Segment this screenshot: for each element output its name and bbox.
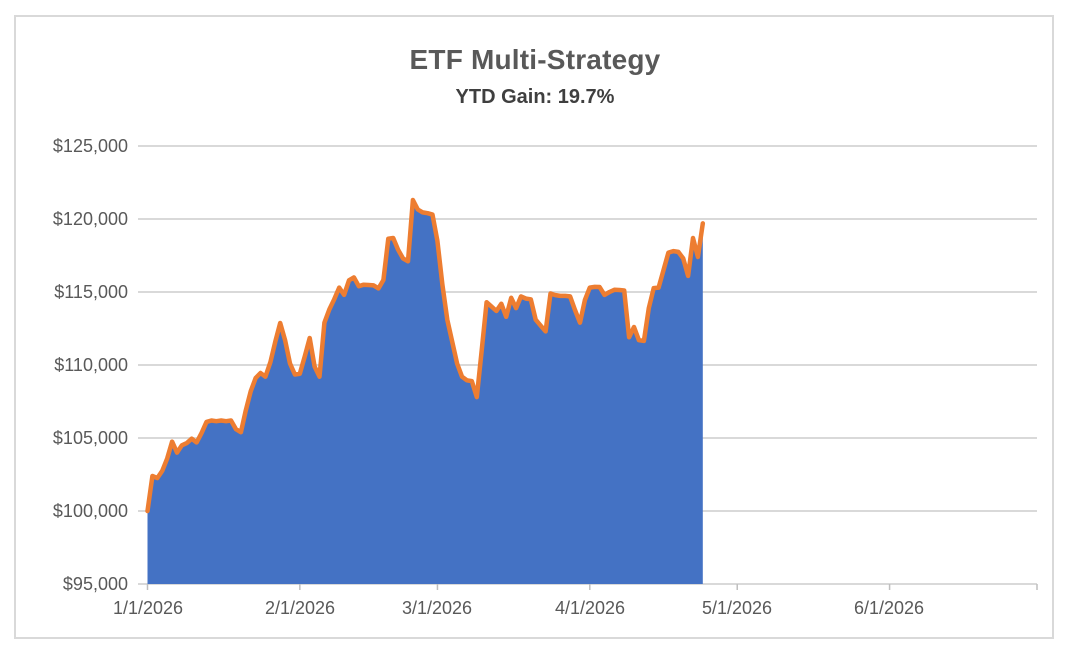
- chart-subtitle: YTD Gain: 19.7%: [455, 86, 615, 108]
- y-tick-label: $110,000: [54, 355, 128, 375]
- x-tick-label: 3/1/2026: [401, 598, 473, 618]
- x-tick-label: 1/1/2026: [112, 598, 184, 618]
- area-series: [147, 200, 703, 584]
- line-series: [145, 197, 706, 514]
- x-tick-label: 6/1/2026: [853, 598, 925, 618]
- x-tick-label: 5/1/2026: [701, 598, 773, 618]
- y-tick-label: $125,000: [52, 136, 128, 156]
- x-axis-ticks: [146, 584, 1038, 590]
- y-tick-label: $100,000: [52, 501, 128, 521]
- y-tick-label: $115,000: [54, 282, 128, 302]
- y-tick-label: $95,000: [62, 574, 128, 594]
- chart-title: ETF Multi-Strategy: [409, 44, 661, 75]
- x-tick-label: 2/1/2026: [264, 598, 336, 618]
- x-tick-label: 4/1/2026: [554, 598, 626, 618]
- y-tick-label: $105,000: [52, 428, 128, 448]
- y-tick-label: $120,000: [52, 209, 128, 229]
